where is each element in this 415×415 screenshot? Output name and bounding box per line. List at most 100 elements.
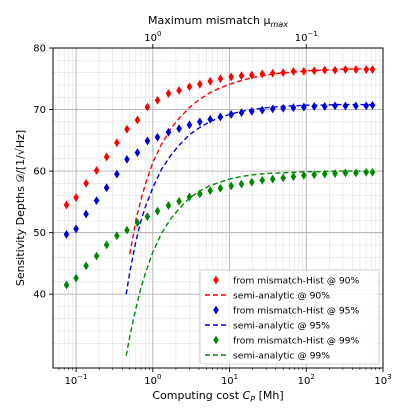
series-5 [125,170,372,356]
data-point [144,136,151,146]
legend-label: semi-analytic @ 99% [233,350,330,361]
x-axis-title-subscript: P [250,395,255,404]
data-point [93,251,100,261]
data-point [238,71,245,81]
legend-marker-swatch [213,335,219,345]
top-tick-label: 100 [144,30,161,44]
data-point [154,132,161,142]
plot-frame [52,47,384,369]
legend-label: semi-analytic @ 95% [233,320,330,331]
data-point [176,86,182,95]
x-axis-title: Computing cost CP [Mh] [152,389,283,405]
data-point [114,169,120,179]
data-point [269,104,276,114]
data-point [93,196,100,206]
data-point [332,169,338,178]
data-point [238,108,245,118]
data-point [134,148,141,158]
data-point [259,175,266,185]
series-4 [63,167,376,290]
x-tick-label: 100 [144,373,161,387]
y-tick-label: 60 [33,167,46,178]
legend-label: from mismatch-Hist @ 90% [233,275,360,286]
series-line [129,68,372,255]
data-point [342,101,349,111]
data-point [249,106,255,116]
data-point [197,117,203,127]
data-point [269,174,276,184]
top-axis-title-text: Maximum mismatch μ [148,14,270,27]
x-axis-title-symbol: C [243,389,251,402]
data-point [363,101,370,111]
data-point [249,70,255,80]
x-tick-label-base: 10 [144,376,157,387]
x-axis-title-unit: [Mh] [259,389,284,402]
x-tick-label-exponent: 1 [234,373,238,381]
data-point [83,178,89,188]
legend-box [199,269,380,365]
data-point [207,76,214,86]
data-point [63,200,70,210]
series-3 [125,103,372,295]
data-point [369,100,376,110]
data-point [311,170,318,180]
data-point [228,181,234,191]
data-point [369,167,376,177]
data-point [332,101,338,111]
data-point [197,79,203,89]
data-point [217,74,224,84]
y-tick-label: 50 [33,228,46,239]
legend-item: semi-analytic @ 99% [205,350,330,361]
data-point [280,68,286,78]
data-point [353,168,359,178]
top-tick-label-base: 10 [295,33,308,44]
data-point [259,69,266,79]
data-point [103,183,110,193]
x-tick-label: 101 [221,373,238,387]
plot-data [63,65,376,356]
x-axis-title-text: Computing cost [152,389,239,402]
legend-item: semi-analytic @ 95% [205,320,330,331]
y-tick-label: 40 [33,290,46,301]
y-tick-label: 70 [33,105,46,116]
data-point [73,273,79,283]
data-point [228,72,234,82]
x-tick-label-exponent: 2 [310,373,314,381]
x-tick-label-base: 10 [298,376,311,387]
top-axis-title-subscript: max [271,20,289,29]
data-point [165,201,172,210]
data-point [321,102,328,111]
top-tick-label: 10−1 [295,30,318,44]
legend: from mismatch-Hist @ 90% semi-analytic @ … [199,269,380,365]
data-point [134,218,141,228]
legend-marker-swatch [213,275,219,285]
data-point [103,240,110,250]
series-line [125,170,372,356]
data-point [301,170,307,180]
data-point [311,102,318,111]
x-tick-label-exponent: −1 [77,373,87,381]
data-point [73,193,79,202]
data-point [238,179,245,189]
data-point [290,172,297,182]
data-point [63,230,70,239]
legend-label: from mismatch-Hist @ 99% [233,335,360,346]
top-axis-title: Maximum mismatch μmax [148,14,288,29]
series-line [125,103,372,295]
data-point [369,65,376,74]
x-tick-label: 102 [298,373,315,387]
data-point [93,166,100,175]
data-point [154,95,161,105]
data-point [249,177,255,187]
legend-item: semi-analytic @ 90% [205,290,330,301]
data-point [259,105,266,115]
data-point [197,189,203,199]
data-point [63,280,70,290]
y-axis-title: Sensitivity Depths 𝒟/[1/√Hz] [14,130,27,286]
data-point [144,212,151,222]
data-point [186,82,193,92]
data-point [83,209,89,219]
data-point [186,120,193,130]
data-point [207,186,214,196]
